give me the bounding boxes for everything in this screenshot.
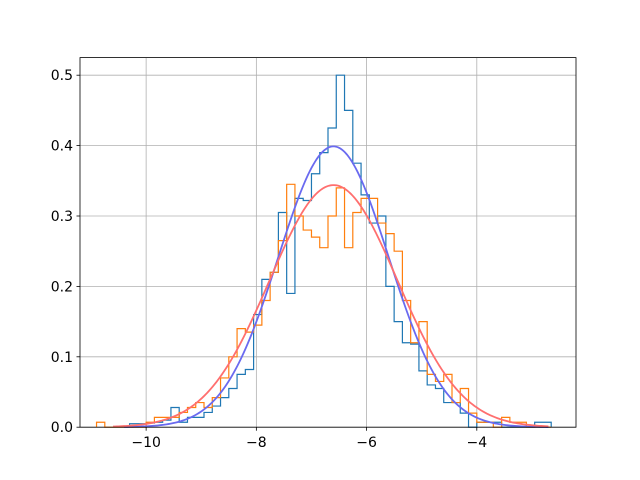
histogram-series-0	[129, 74, 552, 428]
series-layer	[95, 74, 552, 428]
normal-fit-curve-3	[113, 184, 549, 428]
histogram-step-outline	[129, 74, 552, 428]
x-tick-label: −6	[356, 435, 377, 451]
normal-fit-curve-2	[124, 145, 549, 428]
axis-ticks: −10 −8 −6 −4 0.0 0.1 0.2 0.3 0.4 0.5	[51, 68, 487, 451]
y-tick-label: 0.4	[51, 139, 73, 155]
y-tick-label: 0.2	[51, 279, 73, 295]
y-tick-label: 0.5	[51, 68, 73, 84]
y-tick-label: 0.0	[51, 420, 73, 436]
x-tick-label: −8	[246, 435, 267, 451]
y-tick-label: 0.1	[51, 350, 73, 366]
y-tick-label: 0.3	[51, 209, 73, 225]
axes-frame	[79, 57, 577, 428]
x-tick-label: −4	[466, 435, 487, 451]
x-tick-label: −10	[131, 435, 161, 451]
